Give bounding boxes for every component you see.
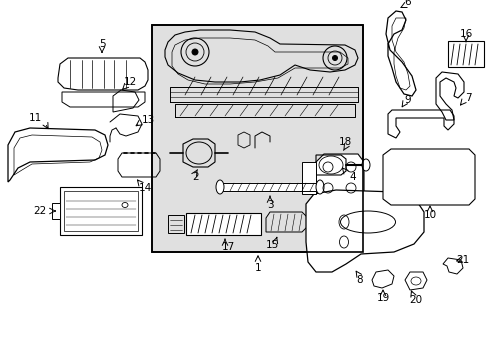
Text: 17: 17 — [221, 242, 234, 252]
Bar — [60, 187, 142, 235]
Ellipse shape — [361, 159, 369, 171]
Ellipse shape — [216, 180, 224, 194]
Text: 18: 18 — [338, 137, 351, 147]
Polygon shape — [382, 149, 474, 205]
Ellipse shape — [192, 49, 198, 55]
Text: 14: 14 — [138, 183, 151, 193]
Bar — [152, 25, 362, 252]
Polygon shape — [302, 162, 315, 194]
Text: 3: 3 — [266, 200, 273, 210]
Polygon shape — [305, 190, 423, 272]
Text: 8: 8 — [356, 275, 363, 285]
Polygon shape — [315, 154, 363, 202]
Bar — [168, 215, 183, 233]
Text: 11: 11 — [28, 113, 41, 123]
Text: 21: 21 — [455, 255, 468, 265]
Text: 10: 10 — [423, 210, 436, 220]
Ellipse shape — [315, 180, 324, 194]
Text: 22: 22 — [33, 206, 46, 216]
Text: 1: 1 — [254, 263, 261, 273]
Text: 16: 16 — [458, 29, 472, 39]
Text: 5: 5 — [99, 39, 105, 49]
Bar — [447, 41, 483, 67]
Text: 20: 20 — [408, 295, 422, 305]
Text: 7: 7 — [464, 93, 470, 103]
Bar — [152, 25, 362, 252]
Ellipse shape — [332, 55, 337, 60]
Text: 4: 4 — [349, 172, 356, 182]
Text: 12: 12 — [123, 77, 136, 87]
Text: 19: 19 — [376, 293, 389, 303]
Text: 2: 2 — [192, 172, 199, 182]
Bar — [52, 203, 60, 219]
Bar — [185, 213, 261, 235]
Text: 15: 15 — [265, 240, 278, 250]
Text: 9: 9 — [404, 95, 410, 105]
Text: 6: 6 — [404, 0, 410, 7]
Text: 13: 13 — [141, 115, 154, 125]
Bar — [64, 191, 138, 231]
